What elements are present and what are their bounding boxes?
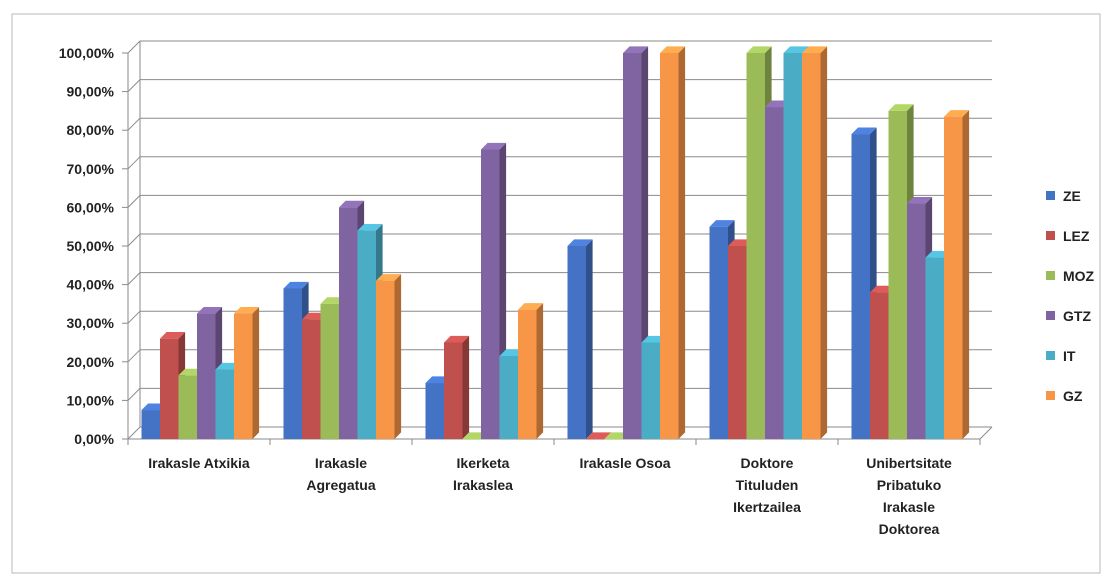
- x-axis-categories: Irakasle Atxikia Irakasle Agregatua Ikerket…: [127, 439, 981, 537]
- floor-edge: [979, 426, 993, 440]
- y-tick-label: 30,00%: [67, 315, 115, 331]
- bar-gz: [376, 274, 402, 439]
- y-axis-ticks: 0,00% 10,00% 20,00% 30,00% 40,00% 50,00% 60,00…: [59, 45, 128, 447]
- bar-gz: [660, 46, 686, 440]
- legend-item-it: IT: [1046, 348, 1076, 364]
- y-tick-label: 20,00%: [67, 354, 115, 370]
- bar-ze: [567, 239, 593, 439]
- y-tick-label: 100,00%: [59, 45, 115, 61]
- gridline-side: [127, 388, 141, 401]
- gridline-side: [127, 349, 141, 363]
- y-tick-label: 40,00%: [67, 277, 115, 293]
- gridline-side: [127, 79, 141, 92]
- y-tick-label: 80,00%: [67, 122, 115, 138]
- gridline-side: [127, 195, 141, 208]
- legend-label: GTZ: [1063, 308, 1091, 324]
- legend-swatch: [1046, 351, 1055, 360]
- x-category-label: Unibertsitate Pribatuko Irakasle Doktorea: [866, 455, 952, 537]
- x-category-label: Irakasle Agregatua: [306, 455, 375, 493]
- legend-label: IT: [1063, 348, 1076, 364]
- gridline-side: [127, 310, 141, 324]
- legend: ZE LEZ MOZ GTZ IT GZ: [1046, 188, 1095, 404]
- legend-item-moz: MOZ: [1046, 268, 1095, 284]
- legend-swatch: [1046, 231, 1055, 240]
- x-category-label: Ikerketa Irakaslea: [453, 455, 513, 493]
- bar-gz: [518, 303, 544, 439]
- bar-gz: [944, 110, 970, 439]
- x-category-label: Irakasle Atxikia: [148, 455, 250, 471]
- legend-label: LEZ: [1063, 228, 1090, 244]
- gridline-side: [127, 40, 141, 54]
- y-tick-label: 0,00%: [74, 431, 114, 447]
- y-tick-label: 50,00%: [67, 238, 115, 254]
- legend-swatch: [1046, 271, 1055, 280]
- x-category-label: Doktore Tituluden Ikertzailea: [733, 455, 801, 515]
- legend-item-gz: GZ: [1046, 388, 1083, 404]
- y-tick-label: 10,00%: [67, 392, 115, 408]
- bars: [141, 46, 970, 440]
- legend-label: MOZ: [1063, 268, 1095, 284]
- y-tick-label: 70,00%: [67, 161, 115, 177]
- y-tick-label: 90,00%: [67, 84, 115, 100]
- gridline-side: [127, 272, 141, 285]
- bar-gz: [802, 46, 828, 440]
- legend-label: ZE: [1063, 188, 1081, 204]
- legend-item-gtz: GTZ: [1046, 308, 1091, 324]
- legend-label: GZ: [1063, 388, 1083, 404]
- y-tick-label: 60,00%: [67, 199, 115, 215]
- x-category-label: Irakasle Osoa: [579, 455, 670, 471]
- gridline-side: [127, 117, 141, 131]
- legend-swatch: [1046, 311, 1055, 320]
- gridline-side: [127, 156, 141, 170]
- gridline-side: [127, 426, 141, 440]
- legend-swatch: [1046, 391, 1055, 400]
- bar-lez: [586, 432, 612, 440]
- legend-item-lez: LEZ: [1046, 228, 1090, 244]
- gridline-side: [127, 233, 141, 247]
- bar-gz: [234, 306, 260, 439]
- legend-swatch: [1046, 191, 1055, 200]
- bar-lez: [444, 335, 470, 439]
- legend-item-ze: ZE: [1046, 188, 1081, 204]
